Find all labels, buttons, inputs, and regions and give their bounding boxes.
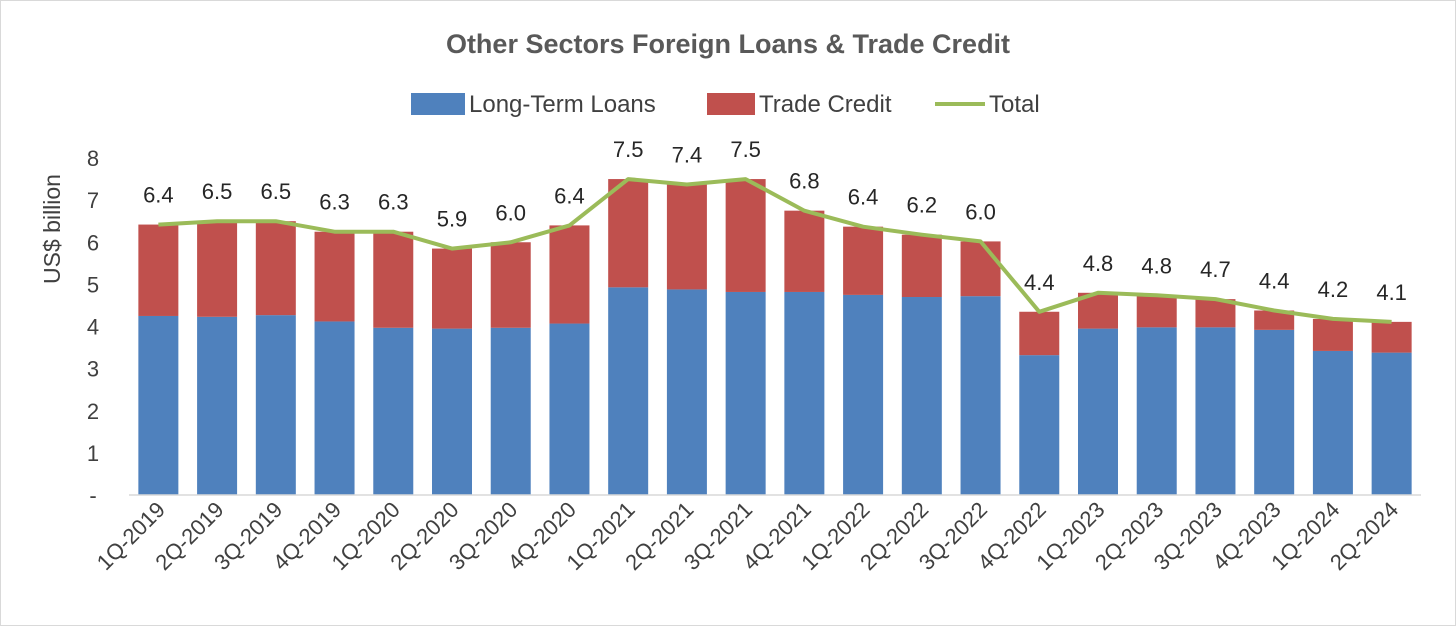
total-data-label: 7.5	[613, 137, 644, 162]
total-series-line	[158, 177, 1392, 324]
total-data-label: 4.1	[1376, 280, 1407, 305]
bar-trade-credit	[1195, 299, 1236, 328]
bar-long-term-loans	[725, 291, 766, 495]
y-tick-label: 4	[87, 315, 99, 340]
total-data-label: 4.4	[1259, 268, 1290, 293]
bar-long-term-loans	[666, 289, 707, 495]
bar-trade-credit	[1136, 295, 1177, 328]
bar-long-term-loans	[1312, 350, 1353, 495]
bar-long-term-loans	[1019, 355, 1060, 495]
y-tick-label: 5	[87, 272, 99, 297]
total-data-label: 4.7	[1200, 257, 1231, 282]
bar-long-term-loans	[197, 316, 238, 495]
total-data-label: 6.5	[261, 179, 292, 204]
total-data-label: 5.9	[437, 207, 468, 232]
y-tick-label: 1	[87, 441, 99, 466]
total-data-label: 7.4	[672, 143, 703, 168]
total-data-label: 6.0	[495, 200, 526, 225]
y-tick-label: 3	[87, 357, 99, 382]
y-tick-label: 6	[87, 230, 99, 255]
total-data-label: 6.4	[848, 185, 879, 210]
bar-long-term-loans	[490, 327, 531, 495]
legend: Long-Term Loans Trade Credit Total	[411, 91, 1040, 118]
total-data-label: 4.2	[1318, 277, 1349, 302]
bar-trade-credit	[255, 221, 296, 316]
data-labels: 6.4 6.5 6.5 6.3 6.3 5.9 6.0 6.4 7.5 7.4 7.5 6.8 6.4 6…	[143, 137, 1407, 305]
bar-long-term-loans	[255, 315, 296, 495]
chart-title: Other Sectors Foreign Loans & Trade Cred…	[446, 29, 1010, 59]
bar-trade-credit	[314, 231, 355, 322]
bar-trade-credit	[1371, 321, 1412, 353]
total-data-label: 6.3	[319, 190, 350, 215]
bar-trade-credit	[1019, 311, 1060, 356]
bar-long-term-loans	[1078, 328, 1118, 495]
bar-trade-credit	[843, 226, 884, 295]
bar-trade-credit	[725, 179, 766, 292]
bar-long-term-loans	[314, 321, 355, 495]
y-axis-ticks: - 1 2 3 4 5 6 7 8	[87, 146, 99, 508]
bar-long-term-loans	[1136, 327, 1177, 495]
legend-label-long-term-loans: Long-Term Loans	[469, 91, 656, 118]
bar-long-term-loans	[901, 297, 942, 495]
total-data-label: 6.5	[202, 179, 233, 204]
bar-trade-credit	[549, 225, 590, 324]
bar-trade-credit	[432, 248, 472, 329]
x-axis-ticks: 1Q-20192Q-20193Q-20194Q-20191Q-20202Q-20…	[92, 497, 1403, 575]
total-data-label: 4.8	[1083, 251, 1114, 276]
total-data-label: 6.8	[789, 169, 820, 194]
bar-long-term-loans	[373, 327, 414, 495]
y-tick-label: 2	[87, 399, 99, 424]
total-data-label: 4.8	[1141, 253, 1172, 278]
legend-label-trade-credit: Trade Credit	[759, 91, 892, 118]
total-data-label: 6.0	[965, 199, 996, 224]
total-data-label: 6.3	[378, 190, 409, 215]
bar-trade-credit	[960, 241, 1001, 297]
bar-trade-credit	[901, 234, 942, 298]
bar-long-term-loans	[1254, 329, 1295, 495]
bar-long-term-loans	[1371, 352, 1412, 495]
bar-trade-credit	[490, 242, 531, 328]
bar-trade-credit	[1312, 318, 1353, 351]
y-tick-label: 8	[87, 146, 99, 171]
total-data-label: 7.5	[730, 137, 761, 162]
bars	[138, 179, 1412, 495]
bar-long-term-loans	[138, 315, 179, 495]
y-tick-label: 7	[87, 188, 99, 213]
bar-long-term-loans	[784, 291, 825, 495]
y-tick-label: -	[89, 483, 96, 508]
bar-long-term-loans	[1195, 327, 1236, 495]
bar-long-term-loans	[960, 296, 1001, 495]
bar-trade-credit	[138, 224, 179, 316]
legend-swatch-trade-credit	[707, 93, 755, 115]
bar-trade-credit	[373, 231, 414, 328]
total-data-label: 6.4	[143, 183, 174, 208]
legend-label-total: Total	[989, 91, 1040, 118]
bar-long-term-loans	[608, 287, 649, 495]
bar-trade-credit	[784, 210, 825, 292]
y-axis-label: US$ billion	[39, 174, 65, 284]
bar-long-term-loans	[843, 294, 884, 495]
bar-long-term-loans	[432, 328, 472, 495]
bar-long-term-loans	[549, 323, 590, 495]
bar-trade-credit	[197, 221, 238, 317]
bar-trade-credit	[608, 179, 649, 288]
bar-trade-credit	[1254, 310, 1295, 330]
total-line	[158, 177, 1392, 324]
legend-swatch-long-term-loans	[411, 93, 465, 115]
bar-trade-credit	[666, 184, 707, 290]
total-data-label: 6.2	[907, 193, 938, 218]
total-data-label: 4.4	[1024, 270, 1055, 295]
total-data-label: 6.4	[554, 183, 585, 208]
